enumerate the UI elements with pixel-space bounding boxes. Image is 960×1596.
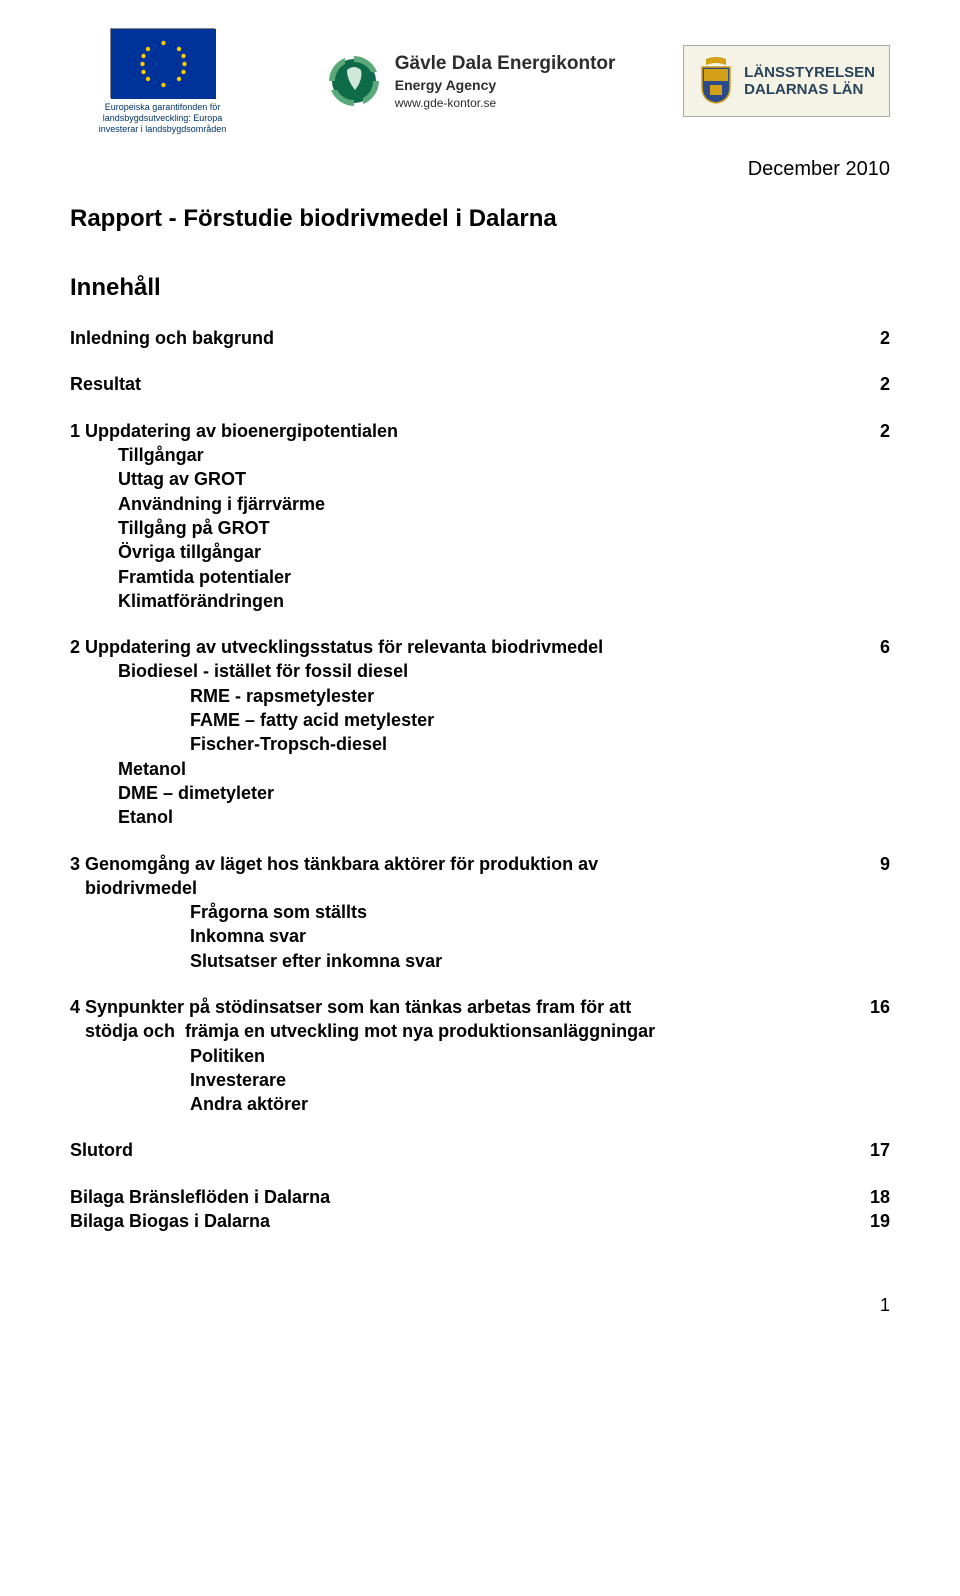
toc-page: 2	[850, 419, 890, 443]
toc-entry-section4: 4 Synpunkter på stödinsatser som kan tän…	[70, 995, 890, 1019]
toc-subsub: FAME – fatty acid metylester	[70, 708, 890, 732]
document-date: December 2010	[70, 156, 890, 183]
eu-flag-icon	[110, 28, 215, 98]
toc-heading: Innehåll	[70, 272, 890, 304]
toc-label: Inledning och bakgrund	[70, 326, 850, 350]
lansstyrelsen-text: LÄNSSTYRELSEN DALARNAS LÄN	[744, 64, 875, 99]
toc-sub: Frågorna som ställts	[70, 900, 890, 924]
toc-page: 6	[850, 635, 890, 659]
toc-page: 2	[850, 326, 890, 350]
toc-label: Bilaga Bränsleflöden i Dalarna	[70, 1185, 850, 1209]
toc-sub: Biodiesel - istället för fossil diesel	[70, 659, 890, 683]
eu-caption-line: investerar i landsbygdsområden	[99, 124, 227, 135]
gdek-url: www.gde-kontor.se	[395, 95, 616, 111]
toc-subsub: RME - rapsmetylester	[70, 684, 890, 708]
toc-page: 2	[850, 372, 890, 396]
toc-sub: Användning i fjärrvärme	[70, 492, 890, 516]
toc-label: 1 Uppdatering av bioenergipotentialen	[70, 419, 850, 443]
toc-page: 16	[850, 995, 890, 1019]
report-title: Rapport - Förstudie biodrivmedel i Dalar…	[70, 203, 890, 235]
toc-sub: Framtida potentialer	[70, 565, 890, 589]
toc-label: Slutord	[70, 1138, 850, 1162]
toc-sub: Uttag av GROT	[70, 467, 890, 491]
toc-sub: Investerare	[70, 1068, 890, 1092]
lans-line: DALARNAS LÄN	[744, 81, 875, 98]
eu-logo-block: Europeiska garantifonden för landsbygdsu…	[70, 28, 255, 134]
eu-caption-line: Europeiska garantifonden för	[99, 102, 227, 113]
toc-entry-slutord: Slutord 17	[70, 1138, 890, 1162]
gdek-title: Gävle Dala Energikontor	[395, 51, 616, 77]
toc-sub: Tillgångar	[70, 443, 890, 467]
toc-entry-resultat: Resultat 2	[70, 372, 890, 396]
toc-sub: Tillgång på GROT	[70, 516, 890, 540]
toc-label: 2 Uppdatering av utvecklingsstatus för r…	[70, 635, 850, 659]
toc-entry-intro: Inledning och bakgrund 2	[70, 326, 890, 350]
toc-label-cont: biodrivmedel	[70, 876, 890, 900]
toc-sub: Politiken	[70, 1044, 890, 1068]
toc-page: 17	[850, 1138, 890, 1162]
eu-caption: Europeiska garantifonden för landsbygdsu…	[99, 102, 227, 134]
toc-sub: Etanol	[70, 805, 890, 829]
toc-page: 19	[850, 1209, 890, 1233]
toc-entry-bilaga2: Bilaga Biogas i Dalarna 19	[70, 1209, 890, 1233]
recycle-globe-icon	[323, 50, 385, 112]
toc-sub: DME – dimetyleter	[70, 781, 890, 805]
toc-sub: Klimatförändringen	[70, 589, 890, 613]
toc-entry-bilaga1: Bilaga Bränsleflöden i Dalarna 18	[70, 1185, 890, 1209]
toc-entry-section3: 3 Genomgång av läget hos tänkbara aktöre…	[70, 852, 890, 876]
toc-sub: Inkomna svar	[70, 924, 890, 948]
toc-entry-section2: 2 Uppdatering av utvecklingsstatus för r…	[70, 635, 890, 659]
page-number: 1	[70, 1293, 890, 1317]
toc-label: Bilaga Biogas i Dalarna	[70, 1209, 850, 1233]
lansstyrelsen-logo-block: LÄNSSTYRELSEN DALARNAS LÄN	[683, 45, 890, 117]
toc-label: 3 Genomgång av läget hos tänkbara aktöre…	[70, 852, 850, 876]
lans-line: LÄNSSTYRELSEN	[744, 64, 875, 81]
gdek-text: Gävle Dala Energikontor Energy Agency ww…	[395, 51, 616, 112]
toc-page: 9	[850, 852, 890, 876]
toc-page: 18	[850, 1185, 890, 1209]
header-logo-row: Europeiska garantifonden för landsbygdsu…	[70, 28, 890, 134]
gdek-subtitle: Energy Agency	[395, 76, 616, 95]
eu-caption-line: landsbygdsutveckling: Europa	[99, 113, 227, 124]
toc-sub: Metanol	[70, 757, 890, 781]
toc-label-cont: stödja och främja en utveckling mot nya …	[70, 1019, 890, 1043]
toc-sub: Övriga tillgångar	[70, 540, 890, 564]
toc-label: Resultat	[70, 372, 850, 396]
toc-sub: Slutsatser efter inkomna svar	[70, 949, 890, 973]
shield-crest-icon	[698, 59, 734, 103]
toc-subsub: Fischer-Tropsch-diesel	[70, 732, 890, 756]
gdek-logo-block: Gävle Dala Energikontor Energy Agency ww…	[313, 44, 626, 118]
toc-sub: Andra aktörer	[70, 1092, 890, 1116]
toc-label: 4 Synpunkter på stödinsatser som kan tän…	[70, 995, 850, 1019]
toc-entry-section1: 1 Uppdatering av bioenergipotentialen 2	[70, 419, 890, 443]
